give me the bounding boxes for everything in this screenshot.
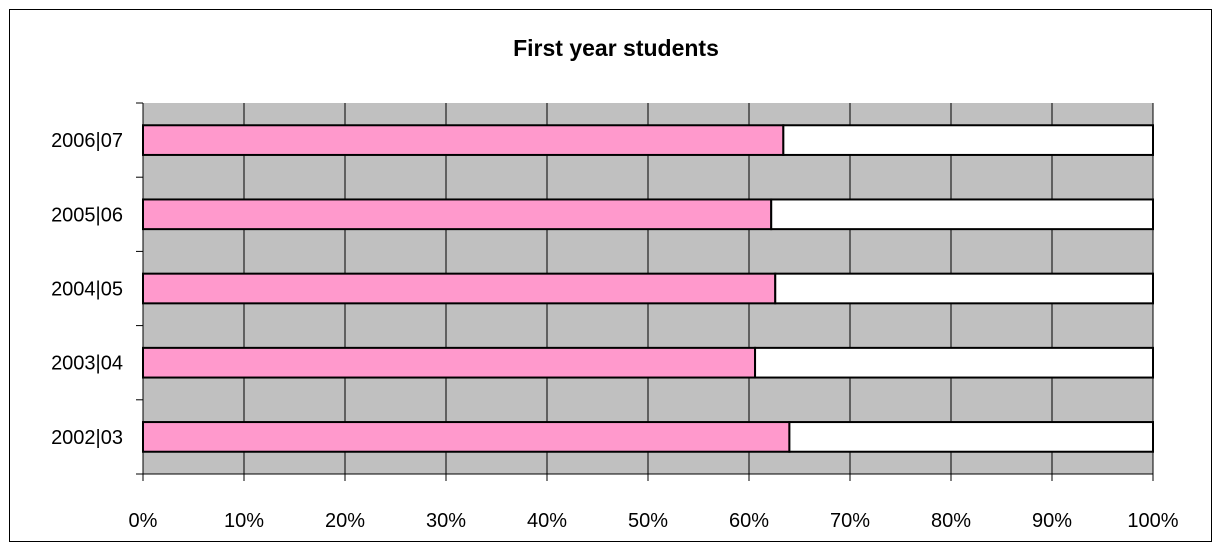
y-axis-tick-label: 2005|06 [51, 204, 123, 226]
x-axis-tick-label: 30% [426, 510, 466, 532]
x-axis-tick-label: 90% [1032, 510, 1072, 532]
x-axis-tick-label: 50% [628, 510, 668, 532]
bar-segment [142, 198, 773, 231]
x-axis-tick-label: 20% [325, 510, 365, 532]
axes [136, 102, 1154, 481]
x-axis-tick-label: 40% [527, 510, 567, 532]
y-axis-tick-labels: 2002|03 2003|04 2004|05 2005|06 2006|07 [51, 130, 123, 449]
x-axis-tick-labels: 0% 10% 20% 30% 40% 50% 60% 70% 80% 90% 100% [129, 510, 1179, 532]
x-axis-tick-label: 100% [1127, 510, 1178, 532]
bar-segment [754, 346, 1154, 379]
bar-segment [782, 124, 1155, 156]
x-axis-tick-label: 80% [931, 510, 971, 532]
y-axis-tick-label: 2002|03 [51, 427, 123, 449]
x-axis-tick-label: 60% [729, 510, 769, 532]
x-axis-tick-label: 10% [224, 510, 264, 532]
y-axis-tick-label: 2006|07 [51, 130, 123, 152]
x-axis-tick-label: 0% [129, 510, 158, 532]
y-axis-tick-label: 2003|04 [51, 353, 123, 375]
bar-segment [142, 272, 777, 305]
bar-segment [770, 198, 1154, 231]
bar-segment [774, 272, 1154, 305]
x-axis-tick-label: 70% [830, 510, 870, 532]
bar-segment [788, 421, 1155, 453]
bar-segment [142, 346, 757, 379]
y-axis-tick-label: 2004|05 [51, 279, 123, 301]
chart-title: First year students [513, 35, 719, 61]
bar-segment [142, 421, 791, 453]
bars [142, 124, 1155, 453]
bar-segment [142, 124, 785, 156]
